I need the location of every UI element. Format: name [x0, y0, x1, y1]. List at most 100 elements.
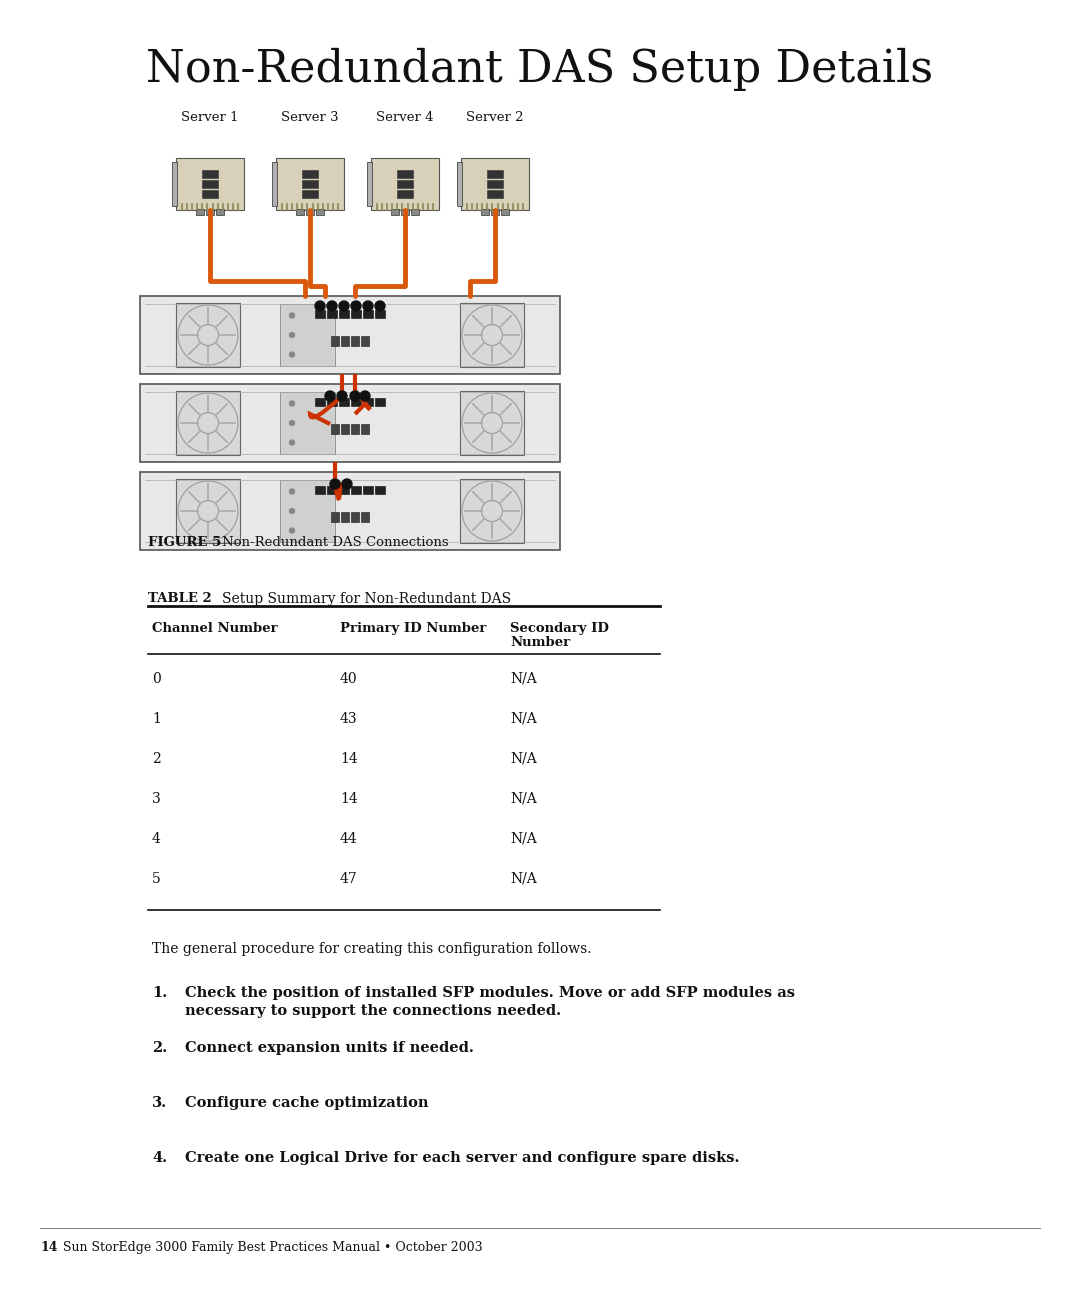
Text: 14: 14 — [40, 1242, 57, 1255]
Text: Setup Summary for Non-Redundant DAS: Setup Summary for Non-Redundant DAS — [222, 592, 511, 607]
Circle shape — [289, 420, 295, 425]
FancyBboxPatch shape — [339, 486, 349, 494]
Text: N/A: N/A — [510, 792, 537, 806]
FancyBboxPatch shape — [487, 170, 503, 178]
FancyBboxPatch shape — [341, 512, 349, 522]
Circle shape — [289, 441, 295, 445]
Text: 1: 1 — [152, 712, 161, 726]
FancyBboxPatch shape — [202, 170, 218, 178]
FancyBboxPatch shape — [363, 486, 373, 494]
Text: Check the position of installed SFP modules. Move or add SFP modules as: Check the position of installed SFP modu… — [185, 986, 795, 1001]
Circle shape — [289, 400, 295, 406]
Circle shape — [315, 301, 325, 311]
FancyBboxPatch shape — [280, 391, 335, 454]
Text: N/A: N/A — [510, 872, 537, 886]
Text: N/A: N/A — [510, 832, 537, 846]
FancyBboxPatch shape — [487, 180, 503, 188]
Text: Primary ID Number: Primary ID Number — [340, 622, 486, 635]
FancyBboxPatch shape — [280, 305, 335, 365]
Text: 2.: 2. — [152, 1041, 167, 1055]
Text: Server 4: Server 4 — [376, 111, 434, 124]
FancyBboxPatch shape — [397, 180, 413, 188]
FancyBboxPatch shape — [501, 209, 509, 215]
FancyBboxPatch shape — [315, 398, 325, 406]
FancyBboxPatch shape — [176, 480, 240, 543]
FancyBboxPatch shape — [172, 162, 177, 206]
FancyBboxPatch shape — [391, 209, 399, 215]
FancyBboxPatch shape — [351, 486, 361, 494]
FancyBboxPatch shape — [375, 486, 384, 494]
FancyBboxPatch shape — [202, 180, 218, 188]
Text: necessary to support the connections needed.: necessary to support the connections nee… — [185, 1004, 562, 1017]
Text: 14: 14 — [340, 792, 357, 806]
Text: The general procedure for creating this configuration follows.: The general procedure for creating this … — [152, 942, 592, 956]
Circle shape — [350, 391, 360, 400]
Circle shape — [289, 353, 295, 356]
Text: Server 2: Server 2 — [467, 111, 524, 124]
Text: Server 1: Server 1 — [181, 111, 239, 124]
Text: Number: Number — [510, 636, 570, 649]
FancyBboxPatch shape — [330, 512, 339, 522]
FancyBboxPatch shape — [411, 209, 419, 215]
FancyBboxPatch shape — [216, 209, 224, 215]
FancyBboxPatch shape — [375, 310, 384, 318]
Text: Connect expansion units if needed.: Connect expansion units if needed. — [185, 1041, 474, 1055]
Text: Non-Redundant DAS Connections: Non-Redundant DAS Connections — [222, 537, 448, 550]
FancyBboxPatch shape — [316, 209, 324, 215]
FancyBboxPatch shape — [302, 180, 318, 188]
FancyBboxPatch shape — [363, 310, 373, 318]
FancyBboxPatch shape — [375, 398, 384, 406]
FancyBboxPatch shape — [330, 424, 339, 434]
Circle shape — [363, 301, 373, 311]
FancyBboxPatch shape — [341, 336, 349, 346]
Text: Non-Redundant DAS Setup Details: Non-Redundant DAS Setup Details — [147, 48, 933, 91]
FancyBboxPatch shape — [397, 191, 413, 198]
Text: N/A: N/A — [510, 712, 537, 726]
Circle shape — [289, 333, 295, 337]
FancyBboxPatch shape — [351, 512, 359, 522]
FancyBboxPatch shape — [302, 170, 318, 178]
FancyBboxPatch shape — [397, 170, 413, 178]
Circle shape — [342, 480, 352, 489]
Text: 40: 40 — [340, 673, 357, 686]
FancyBboxPatch shape — [176, 158, 244, 210]
Text: 44: 44 — [340, 832, 357, 846]
Text: 14: 14 — [340, 752, 357, 766]
Text: Create one Logical Drive for each server and configure spare disks.: Create one Logical Drive for each server… — [185, 1151, 740, 1165]
Text: 47: 47 — [340, 872, 357, 886]
Circle shape — [351, 301, 361, 311]
Circle shape — [325, 391, 335, 400]
FancyBboxPatch shape — [361, 512, 369, 522]
FancyBboxPatch shape — [272, 162, 276, 206]
FancyBboxPatch shape — [351, 336, 359, 346]
FancyBboxPatch shape — [401, 209, 409, 215]
Text: FIGURE 5: FIGURE 5 — [148, 537, 221, 550]
FancyBboxPatch shape — [140, 472, 561, 550]
Circle shape — [327, 301, 337, 311]
FancyBboxPatch shape — [361, 336, 369, 346]
Text: 2: 2 — [152, 752, 161, 766]
FancyBboxPatch shape — [202, 191, 218, 198]
FancyBboxPatch shape — [367, 162, 372, 206]
Text: Server 3: Server 3 — [281, 111, 339, 124]
FancyBboxPatch shape — [315, 486, 325, 494]
FancyBboxPatch shape — [140, 295, 561, 375]
Text: Sun StorEdge 3000 Family Best Practices Manual • October 2003: Sun StorEdge 3000 Family Best Practices … — [63, 1242, 483, 1255]
FancyBboxPatch shape — [351, 310, 361, 318]
Circle shape — [289, 527, 295, 533]
FancyBboxPatch shape — [460, 303, 524, 367]
FancyBboxPatch shape — [339, 398, 349, 406]
Text: N/A: N/A — [510, 673, 537, 686]
FancyBboxPatch shape — [351, 424, 359, 434]
Text: 43: 43 — [340, 712, 357, 726]
FancyBboxPatch shape — [361, 424, 369, 434]
FancyBboxPatch shape — [176, 391, 240, 455]
FancyBboxPatch shape — [276, 158, 345, 210]
FancyBboxPatch shape — [140, 384, 561, 461]
FancyBboxPatch shape — [363, 398, 373, 406]
Circle shape — [289, 314, 295, 318]
Text: 0: 0 — [152, 673, 161, 686]
FancyBboxPatch shape — [302, 191, 318, 198]
Circle shape — [339, 301, 349, 311]
FancyBboxPatch shape — [460, 391, 524, 455]
